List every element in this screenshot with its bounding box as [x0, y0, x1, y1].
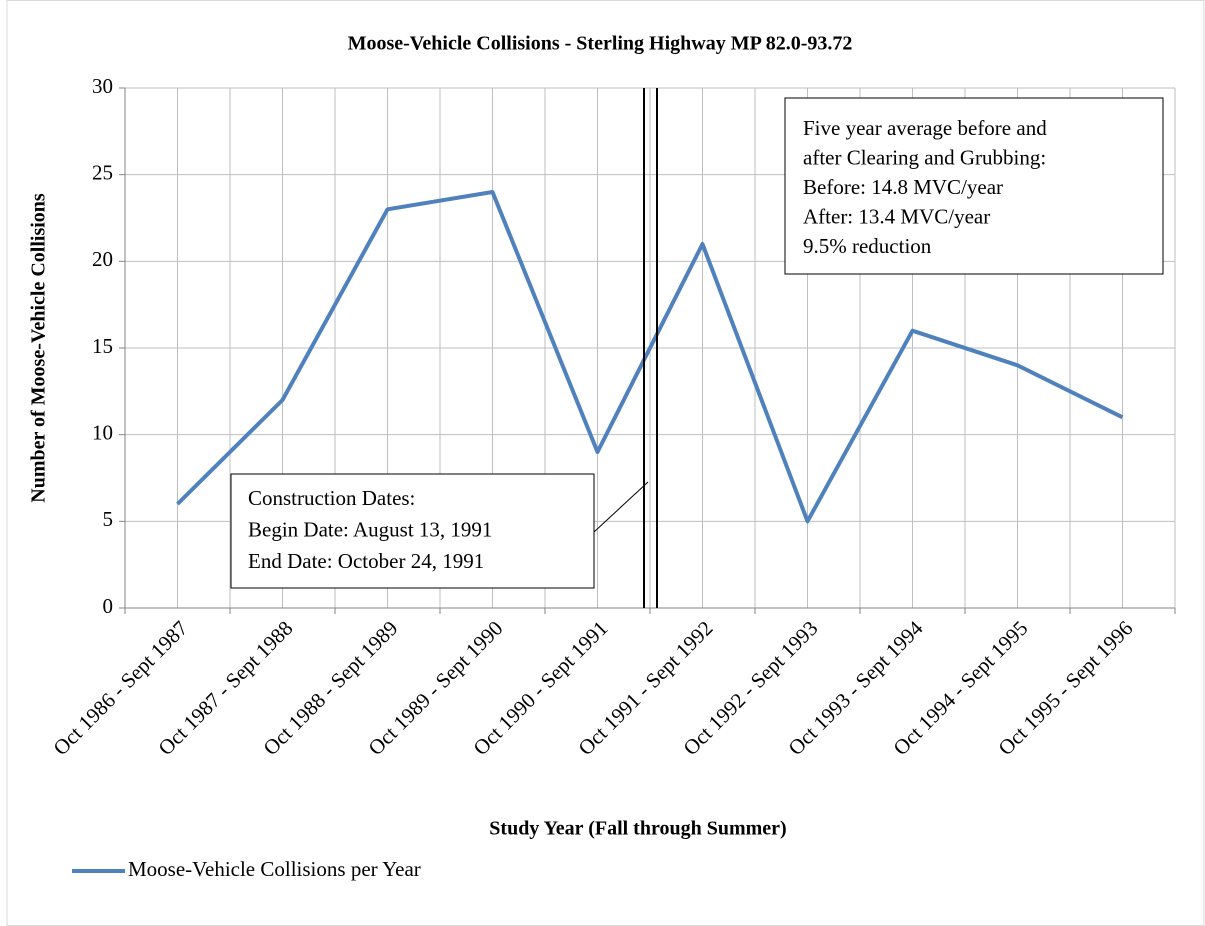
annotation-text: Construction Dates:: [248, 486, 415, 510]
legend-label: Moose-Vehicle Collisions per Year: [128, 857, 421, 881]
annotation-box: [230, 473, 595, 589]
annotation-text: Five year average before and: [803, 116, 1047, 140]
y-tick-label: 25: [92, 160, 113, 184]
x-axis-title: Study Year (Fall through Summer): [489, 818, 786, 840]
annotation-text: Begin Date: August 13, 1991: [248, 517, 492, 541]
y-tick-label: 5: [103, 507, 114, 531]
annotation-text: End Date: October 24, 1991: [248, 549, 484, 573]
annotation-text: Before: 14.8 MVC/year: [803, 175, 1003, 199]
annotation-connector: [593, 481, 649, 533]
y-tick-label: 0: [103, 594, 114, 618]
annotation-text: after Clearing and Grubbing:: [803, 145, 1046, 169]
annotation-text: 9.5% reduction: [803, 234, 932, 258]
annotation-text: After: 13.4 MVC/year: [803, 204, 990, 228]
data-line: [176, 190, 1124, 524]
y-tick-label: 10: [92, 420, 113, 444]
y-axis-title: Number of Moose-Vehicle Collisions: [28, 193, 50, 503]
y-tick-label: 20: [92, 247, 113, 271]
chart-title: Moose-Vehicle Collisions - Sterling High…: [348, 33, 853, 55]
y-tick-label: 30: [92, 74, 113, 98]
annotation-box: [784, 97, 1164, 275]
y-tick-label: 15: [92, 334, 113, 358]
